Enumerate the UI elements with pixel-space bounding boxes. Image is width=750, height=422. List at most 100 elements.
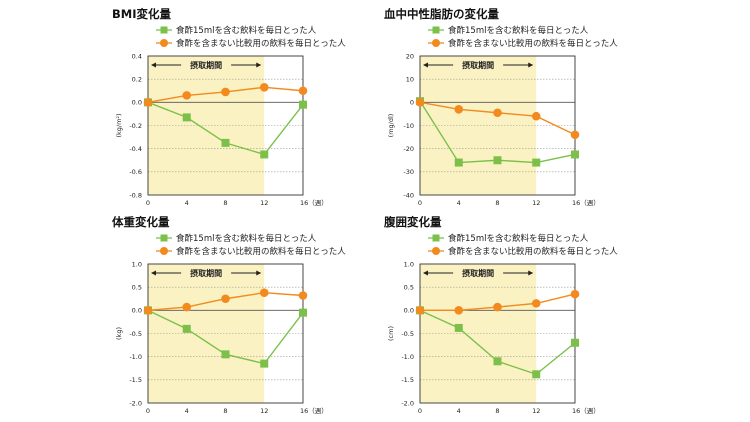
data-point-control [454, 306, 464, 315]
data-point-vinegar [221, 138, 230, 147]
y-tick-label: -1.5 [401, 376, 414, 384]
intake-period-arrow [423, 62, 534, 68]
data-point-control [143, 98, 153, 107]
y-tick-label: 0.5 [132, 283, 142, 291]
y-tick-label: -1.0 [401, 353, 414, 361]
x-tick-label: 16（週） [300, 198, 328, 207]
x-tick-label: 12 [260, 407, 268, 415]
y-tick-label: -0.2 [129, 122, 142, 130]
legend-marker-square [160, 26, 168, 34]
data-point-vinegar [182, 324, 191, 333]
plot-frame [419, 263, 576, 404]
y-tick-label: 1.0 [404, 260, 414, 268]
data-point-control [415, 306, 425, 315]
intake-period-arrow [151, 62, 262, 68]
legend-label-control: 食酢を含まない比較用の飲料を毎日とった人 [176, 246, 346, 257]
x-tick-label: 4 [457, 407, 461, 415]
data-point-vinegar [571, 338, 579, 347]
y-tick-label: -0.8 [129, 191, 142, 199]
data-point-vinegar [260, 359, 269, 368]
y-tick-label: 0 [410, 99, 414, 107]
y-tick-label: -0.6 [129, 168, 142, 176]
plot-frame [147, 55, 304, 196]
x-tick-label: 16（週） [572, 406, 600, 415]
data-point-control [221, 87, 230, 97]
data-point-control [570, 289, 580, 299]
arrow-right-head [528, 62, 534, 68]
plot-frame [419, 55, 576, 196]
data-point-vinegar [571, 150, 579, 159]
y-tick-label: 0.2 [132, 75, 142, 83]
legend-label-control: 食酢を含まない比較用の飲料を毎日とった人 [176, 38, 346, 49]
chart-triglyceride: 血中中性脂肪の変化量食酢15mlを含む飲料を毎日とった人食酢を含まない比較用の飲… [380, 6, 670, 211]
legend-marker-square [160, 234, 168, 242]
legend-marker-square [432, 234, 440, 242]
x-tick-label: 12 [532, 407, 540, 415]
y-axis-label: (kg/m²) [115, 113, 123, 137]
x-tick-label: 4 [185, 199, 189, 207]
data-point-vinegar [299, 308, 307, 317]
x-tick-label: 12 [260, 199, 268, 207]
data-point-vinegar [454, 158, 463, 167]
data-point-control [493, 108, 502, 118]
y-tick-label: 0.5 [404, 283, 414, 291]
data-point-control [259, 82, 269, 92]
data-point-vinegar [299, 100, 307, 109]
x-tick-label: 16（週） [572, 198, 600, 207]
x-tick-label: 4 [185, 407, 189, 415]
x-tick-label: 0 [418, 407, 422, 415]
x-tick-label: 8 [223, 199, 227, 207]
chart-title: 腹囲変化量 [384, 215, 442, 229]
intake-period-label: 摂取期間 [462, 268, 494, 278]
data-point-vinegar [454, 323, 463, 332]
y-axis-label: (cm) [387, 326, 395, 341]
chart-bmi: BMI変化量 食酢15mlを含む飲料を毎日とった人 食酢を含まない比較用の飲料を毎日… [108, 6, 398, 211]
data-point-control [182, 302, 192, 312]
y-tick-label: -30 [403, 168, 414, 176]
data-point-vinegar [493, 156, 502, 165]
arrow-right-head [528, 270, 534, 276]
data-point-control [259, 288, 269, 298]
data-point-control [415, 98, 425, 107]
y-tick-label: 20 [406, 52, 414, 60]
data-point-vinegar [260, 150, 269, 159]
y-tick-label: 0.4 [132, 52, 142, 60]
y-tick-label: -10 [403, 122, 414, 130]
legend-label-vinegar: 食酢15mlを含む飲料を毎日とった人 [448, 25, 589, 36]
legend-label-control: 食酢を含まない比較用の飲料を毎日とった人 [448, 38, 618, 49]
intake-period-label: 摂取期間 [190, 268, 222, 278]
y-tick-label: -0.5 [401, 330, 414, 338]
chart-svg-triglyceride: 血中中性脂肪の変化量食酢15mlを含む飲料を毎日とった人食酢を含まない比較用の飲… [384, 7, 618, 207]
x-tick-label: 0 [146, 199, 150, 207]
data-point-control [221, 294, 230, 304]
y-tick-label: -1.5 [129, 376, 142, 384]
legend-marker-circle [432, 247, 440, 255]
legend-label-vinegar: 食酢15mlを含む飲料を毎日とった人 [448, 233, 589, 244]
y-tick-label: -2.0 [401, 399, 414, 407]
data-point-control [298, 86, 308, 96]
legend-marker-circle [432, 39, 440, 47]
data-point-vinegar [182, 113, 191, 122]
intake-period-arrow [151, 270, 262, 276]
x-tick-label: 4 [457, 199, 461, 207]
chart-svg-waist: 腹囲変化量食酢15mlを含む飲料を毎日とった人食酢を含まない比較用の飲料を毎日と… [384, 215, 618, 415]
chart-title: 体重変化量 [112, 215, 170, 229]
arrow-right-head [256, 62, 262, 68]
data-point-vinegar [532, 158, 541, 167]
y-tick-label: -40 [403, 191, 414, 199]
legend-label-vinegar: 食酢15mlを含む飲料を毎日とった人 [176, 25, 317, 36]
chart-weight: 体重変化量食酢15mlを含む飲料を毎日とった人 食酢を含まない比較用の飲料を毎日と… [108, 214, 398, 419]
arrow-left-head [423, 62, 428, 68]
x-tick-label: 8 [495, 407, 499, 415]
y-tick-label: -2.0 [129, 399, 142, 407]
y-tick-label: 0.0 [404, 307, 414, 315]
data-point-vinegar [532, 370, 541, 379]
y-tick-label: 10 [406, 75, 414, 83]
y-tick-label: -0.5 [129, 330, 142, 338]
y-tick-label: 0.0 [132, 307, 142, 315]
chart-title: 血中中性脂肪の変化量 [384, 7, 499, 21]
arrow-right-head [256, 270, 262, 276]
